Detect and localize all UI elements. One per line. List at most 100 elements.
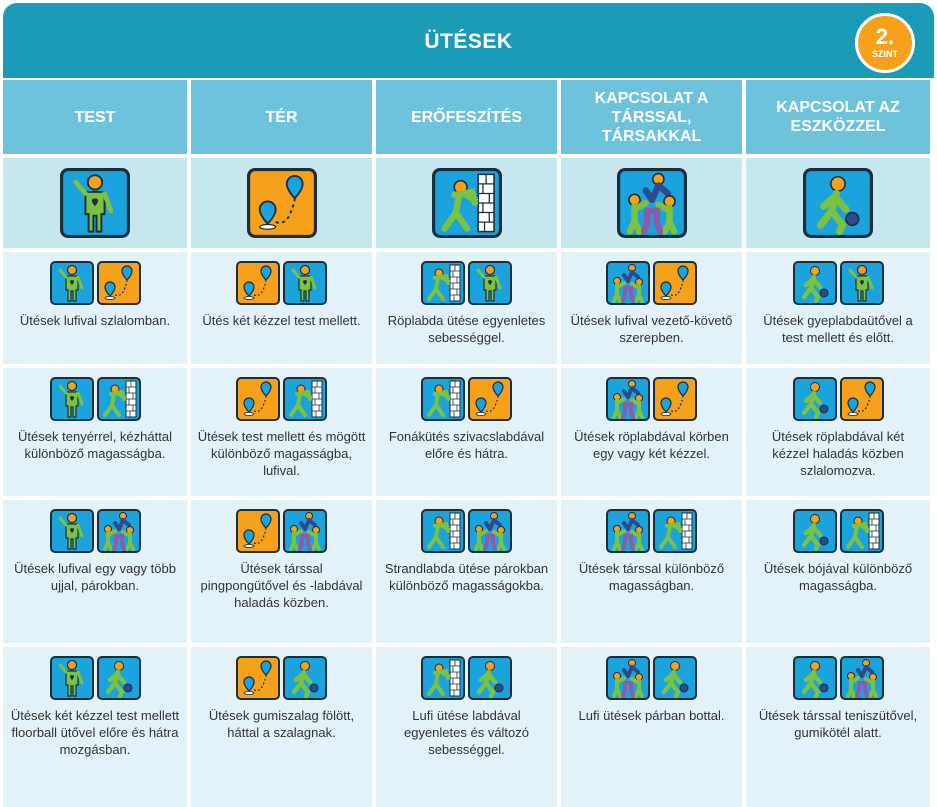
partner-icon [97,509,141,553]
activity-cell: Ütések társsal pingpongütővel és -labdáv… [191,500,372,643]
effort-icon [421,509,465,553]
column-icon-cell [191,158,372,248]
column-header: TÉR [191,80,372,154]
equipment-icon [793,261,837,305]
space-icon [236,377,280,421]
level-label: SZINT [872,49,898,59]
activity-cell: Ütések röplabdával körben egy vagy két k… [561,368,742,496]
activity-icons [606,261,697,305]
effort-icon [97,377,141,421]
effort-icon [283,377,327,421]
equipment-icon [793,656,837,700]
activity-text: Lufi ütése labdával egyenletes és változ… [403,708,530,757]
activity-text: Ütések lufival egy vagy több ujjal, páro… [14,561,176,593]
activity-text: Ütés két kézzel test mellett. [202,313,361,328]
column-icon-cell [3,158,187,248]
activity-icons [793,656,884,700]
page-title: ÜTÉSEK [424,30,513,53]
partner-icon [840,656,884,700]
activity-icons [236,656,327,700]
activity-icons [421,656,512,700]
activity-icons [793,261,884,305]
activity-text: Fonákütés szivacslabdával előre és hátra… [388,429,545,461]
equipment-icon [468,656,512,700]
activity-icons [236,261,327,305]
column-header: TEST [3,80,187,154]
body-icon [50,509,94,553]
activity-cell: Ütések lufival vezető-követő szerepben. [561,252,742,364]
effort-icon [421,656,465,700]
space-icon [653,261,697,305]
activity-text: Ütések társsal pingpongütővel és -labdáv… [200,561,363,610]
equipment-icon [97,656,141,700]
body-icon [50,377,94,421]
activity-text: Ütések gyeplabdaütővel a test mellett és… [763,313,913,345]
equipment-icon [803,168,873,238]
effort-icon [432,168,502,238]
column-header: ERŐFESZÍTÉS [376,80,557,154]
activity-text: Ütések tenyérrel, kézháttal különböző ma… [18,429,172,461]
activity-cell: Ütés két kézzel test mellett. [191,252,372,364]
activity-cell: Ütések röplabdával két kézzel haladás kö… [746,368,930,496]
effort-icon [421,261,465,305]
equipment-icon [793,509,837,553]
effort-icon [421,377,465,421]
level-number: 2. [875,24,895,49]
space-icon [236,656,280,700]
activity-text: Ütések társsal teniszütővel, gumikötél a… [758,708,918,740]
activity-cell: Ütések gumiszalag fölött, háttal a szala… [191,647,372,807]
space-icon [236,261,280,305]
activity-icons [421,261,512,305]
body-icon [60,168,130,238]
activity-cell: Röplabda ütése egyenletes sebességgel. [376,252,557,364]
equipment-icon [283,656,327,700]
effort-icon [653,509,697,553]
activity-icons [606,656,697,700]
activity-text: Strandlabda ütése párokban különböző mag… [384,561,549,593]
activity-icons [236,509,327,553]
activity-icons [50,656,141,700]
activity-icons [606,509,697,553]
body-icon [468,261,512,305]
partner-icon [606,261,650,305]
space-icon [97,261,141,305]
partner-icon [468,509,512,553]
activity-cell: Ütések két kézzel test mellett floorball… [3,647,187,807]
activity-cell: Ütések test mellett és mögött különböző … [191,368,372,496]
space-icon [468,377,512,421]
body-icon [50,261,94,305]
title-bar: ÜTÉSEK 2. SZINT [3,3,934,78]
activity-text: Ütések gumiszalag fölött, háttal a szala… [208,708,355,740]
column-icon-cell [376,158,557,248]
activity-cell: Ütések gyeplabdaütővel a test mellett és… [746,252,930,364]
activity-text: Ütések bójával különböző magasságba. [763,561,913,593]
activity-text: Ütések röplabdával két kézzel haladás kö… [771,429,905,478]
activity-cell: Fonákütés szivacslabdával előre és hátra… [376,368,557,496]
column-header: KAPCSOLAT AZ ESZKÖZZEL [746,80,930,154]
column-icon-cell [746,158,930,248]
activity-icons [236,377,327,421]
column-header: KAPCSOLAT A TÁRSSAL, TÁRSAKKAL [561,80,742,154]
activity-icons [421,377,512,421]
activity-cell: Ütések társsal különböző magasságban. [561,500,742,643]
body-icon [50,656,94,700]
activity-text: Lufi ütések párban bottal. [578,708,725,723]
level-badge: 2. SZINT [855,13,915,73]
equipment-icon [653,656,697,700]
partner-icon [606,656,650,700]
space-icon [653,377,697,421]
activity-cell: Ütések lufival egy vagy több ujjal, páro… [3,500,187,643]
activity-icons [606,377,697,421]
activity-icons [50,509,141,553]
column-icon-cell [561,158,742,248]
activity-text: Ütések lufival vezető-követő szerepben. [570,313,733,345]
partner-icon [283,509,327,553]
activity-text: Ütések röplabdával körben egy vagy két k… [574,429,729,461]
space-icon [840,377,884,421]
activity-icons [50,261,141,305]
activity-text: Ütések test mellett és mögött különböző … [197,429,366,478]
activity-cell: Strandlabda ütése párokban különböző mag… [376,500,557,643]
activity-table: TEST TÉR ERŐFESZÍTÉS KAPCSOLAT A TÁRSSAL, T… [3,80,934,807]
activity-cell: Ütések bójával különböző magasságba. [746,500,930,643]
